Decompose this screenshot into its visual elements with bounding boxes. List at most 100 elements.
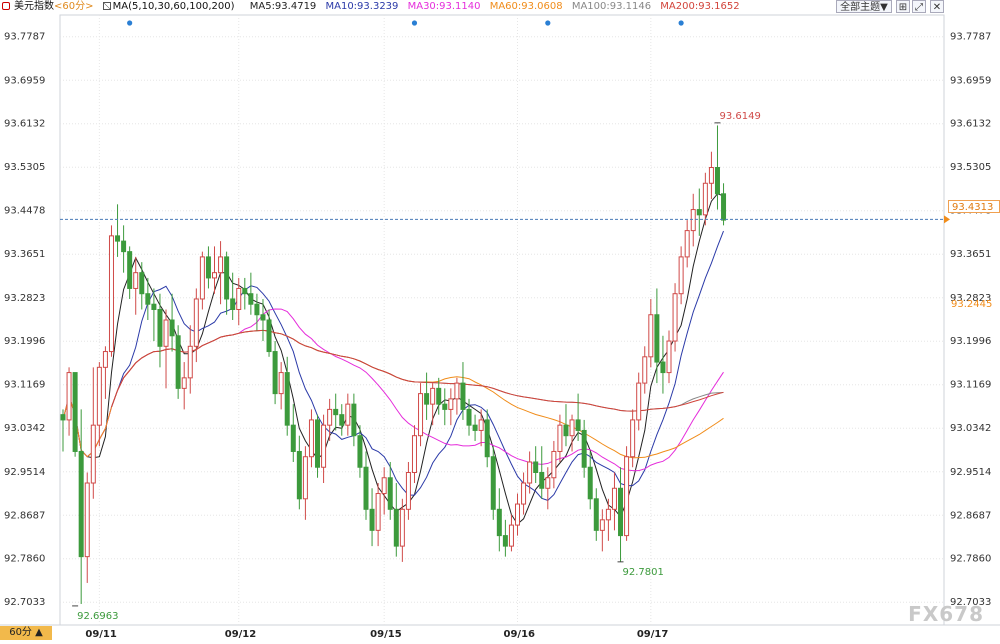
candle-body (666, 340, 672, 374)
candle-body (424, 393, 430, 405)
lock-icon[interactable] (2, 2, 10, 10)
y-tick-label-left: 92.9514 (4, 467, 45, 478)
candle-body (611, 487, 617, 510)
y-tick-label-left: 93.0342 (4, 423, 45, 434)
candle-body (357, 435, 363, 468)
candle-body (90, 424, 96, 484)
candle-body (327, 408, 333, 426)
candle-body (484, 419, 490, 458)
x-tick-label: 09/15 (370, 629, 402, 640)
candle-body (721, 193, 727, 221)
candle-body (212, 272, 217, 279)
y-tick-label-right: 93.2823 (950, 293, 991, 304)
y-tick-label-right: 93.3651 (950, 249, 991, 260)
ma60-axis-label: 93.2445 (951, 299, 993, 310)
candle-body (127, 251, 133, 289)
candle-body (139, 272, 145, 295)
last-price-arrow (944, 215, 950, 224)
ma60-value: MA60:93.0608 (489, 1, 563, 12)
candle-body (551, 450, 557, 479)
candle-body (460, 382, 466, 410)
candle-body (151, 303, 157, 310)
candle-body (660, 361, 666, 374)
y-tick-label-left: 93.7787 (4, 32, 45, 43)
candle-body (84, 482, 90, 558)
candle-body (254, 303, 260, 316)
candle-body (181, 377, 187, 389)
candle-body (199, 256, 205, 300)
y-tick-label-right: 93.1996 (950, 336, 991, 347)
candle-body (575, 419, 581, 431)
candle-body (187, 345, 193, 379)
period-tag: <60分> (54, 1, 94, 12)
y-tick-label-left: 93.5305 (4, 162, 45, 173)
plot-frame (59, 14, 945, 626)
candle-body (224, 256, 230, 300)
candle-body (708, 167, 714, 184)
candle-body (684, 230, 690, 258)
candle-body (466, 408, 472, 426)
candle-body (630, 419, 636, 458)
candle-body (302, 456, 308, 500)
candle-body (369, 508, 375, 531)
close-icon[interactable]: ✕ (930, 0, 944, 13)
candle-body (539, 472, 545, 489)
candle-body (78, 450, 84, 558)
candle-body (599, 519, 605, 531)
candle-body (648, 314, 654, 358)
candle-body (405, 472, 411, 510)
theme-select-button[interactable]: 全部主题▼ (836, 0, 892, 13)
candle-body (145, 293, 151, 305)
chart-header: 美元指数<60分> MA(5,10,30,60,100,200) MA5:93.… (0, 0, 746, 14)
x-tick-label: 09/12 (225, 629, 257, 640)
ma200-value: MA200:93.1652 (660, 1, 740, 12)
candle-body (193, 298, 199, 347)
y-tick-label-left: 93.1169 (4, 380, 45, 391)
candle-body (60, 414, 66, 421)
candle-body (351, 403, 357, 437)
ma10-value: MA10:93.3239 (325, 1, 399, 12)
y-tick-label-right: 92.7860 (950, 554, 991, 565)
candle-body (218, 256, 224, 274)
candle-body (678, 256, 684, 295)
candle-body (260, 314, 266, 321)
candle-body (375, 493, 381, 531)
candle-body (502, 535, 508, 547)
candle-body (102, 351, 108, 368)
candle-body (236, 287, 242, 310)
candle-body (490, 456, 496, 510)
candle-body (266, 319, 272, 353)
candle-body (618, 487, 624, 537)
candle-body (96, 366, 102, 426)
y-tick-label-left: 92.8687 (4, 510, 45, 521)
fullscreen-icon[interactable]: ⤢ (912, 0, 926, 13)
candle-body (654, 314, 660, 363)
period-button[interactable]: 60分 ▲ (0, 626, 52, 640)
candle-body (508, 524, 514, 547)
candle-body (393, 508, 399, 547)
candle-body (527, 461, 533, 484)
candle-body (333, 408, 339, 416)
low-annotation: 92.6963 (77, 611, 118, 622)
ma5-value: MA5:93.4719 (249, 1, 317, 12)
candle-body (605, 508, 611, 521)
ma100-value: MA100:93.1146 (571, 1, 652, 12)
y-tick-label-right: 93.1169 (950, 380, 991, 391)
y-tick-label-right: 92.8687 (950, 510, 991, 521)
candle-body (272, 351, 278, 395)
x-tick-label: 09/16 (504, 629, 536, 640)
ma-toggle-icon[interactable] (102, 2, 111, 10)
candle-body (381, 477, 387, 495)
y-tick-label-left: 93.1996 (4, 336, 45, 347)
event-marker (411, 20, 418, 26)
candle-body (411, 435, 417, 474)
candle-body (545, 477, 551, 489)
candle-body (702, 182, 708, 216)
y-tick-label-right: 92.9514 (950, 467, 991, 478)
crosshair-icon[interactable]: ⊞ (896, 0, 910, 13)
candle-body (454, 382, 460, 400)
ma30-value: MA30:93.1140 (407, 1, 481, 12)
candle-body (163, 319, 169, 347)
